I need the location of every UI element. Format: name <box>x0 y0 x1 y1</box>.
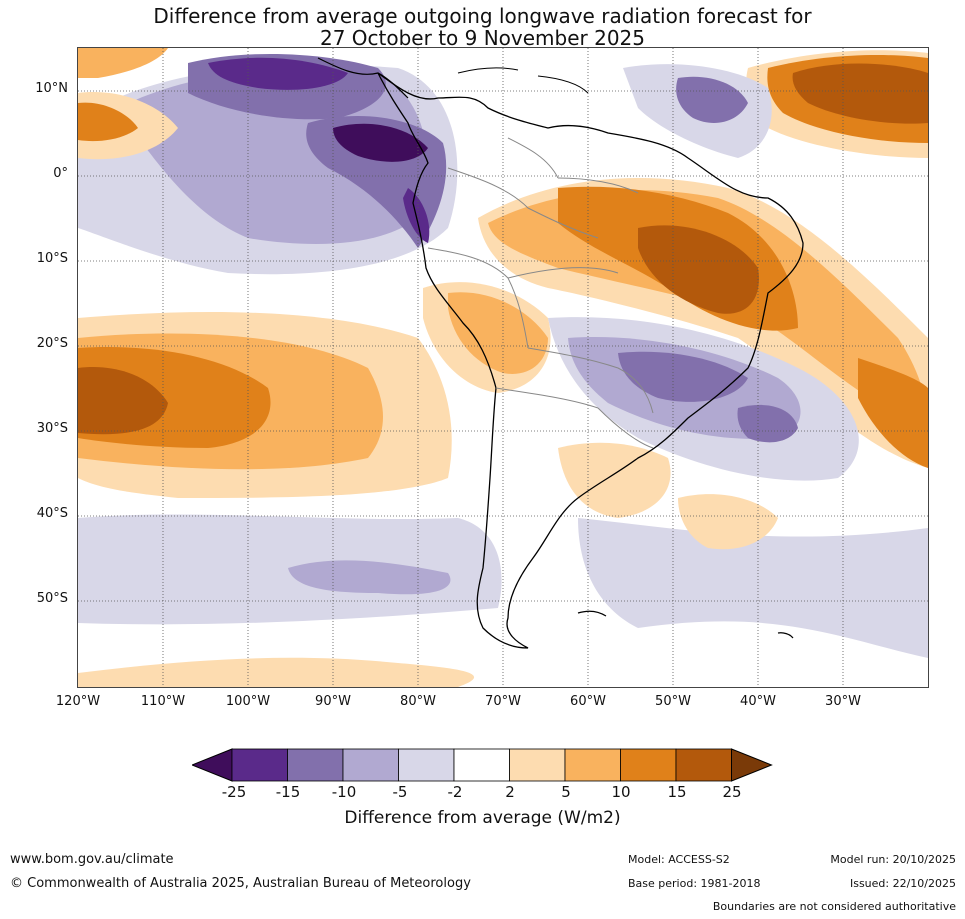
anomaly-region-atlantic-north-brown <box>792 63 928 124</box>
footer-website-link[interactable]: www.bom.gov.au/climate <box>10 852 174 867</box>
colorbar-cell <box>564 748 621 782</box>
lon-label-100w: 100°W <box>225 694 271 709</box>
colorbar-cell <box>620 748 677 782</box>
colorbar-tick: 25 <box>722 783 742 801</box>
lat-label-40s: 40°S <box>36 506 68 521</box>
lon-label-110w: 110°W <box>140 694 186 709</box>
colorbar-tick: 5 <box>561 783 571 801</box>
colorbar-label: Difference from average (W/m2) <box>344 808 621 828</box>
colorbar-cell <box>231 748 288 782</box>
lon-label-80w: 80°W <box>400 694 436 709</box>
lat-label-50s: 50°S <box>36 591 68 606</box>
footer-issued: Issued: 22/10/2025 <box>849 877 956 890</box>
colorbar-cell <box>287 748 344 782</box>
footer-model-run: Model run: 20/10/2025 <box>830 853 956 866</box>
anomaly-patch-southern-purple <box>288 560 451 595</box>
colorbar-cell <box>342 748 399 782</box>
anomaly-region-bolivia-orange <box>448 292 548 374</box>
colorbar-tick: 2 <box>505 783 515 801</box>
anomaly-patch-northwest-orange <box>78 48 168 78</box>
colorbar-tick: 15 <box>667 783 687 801</box>
lat-label-0: 0° <box>53 166 68 181</box>
footer-disclaimer: Boundaries are not considered authoritat… <box>712 900 956 913</box>
anomaly-region-south-brazil-mid-purple <box>618 351 748 402</box>
colorbar-tick: -25 <box>221 783 247 801</box>
lat-label-10n: 10°N <box>35 81 68 96</box>
lat-label-20s: 20°S <box>36 336 68 351</box>
colorbar-tick: -5 <box>392 783 408 801</box>
anomaly-region-se-atlantic-orange <box>858 358 928 468</box>
anomaly-patch-south-atlantic-mid-purple <box>737 404 798 443</box>
anomaly-region-south-pacific-brown <box>78 367 168 435</box>
lon-label-40w: 40°W <box>740 694 776 709</box>
south-america-coastline <box>377 72 804 649</box>
colorbar-tick: 10 <box>611 783 631 801</box>
anomaly-region-equatorial-dark-purple <box>333 123 428 162</box>
footer-base-period: Base period: 1981-2018 <box>628 877 761 890</box>
colorbar-tick: -15 <box>275 783 301 801</box>
chart-title-line-1: Difference from average outgoing longwav… <box>153 4 812 28</box>
lon-label-50w: 50°W <box>655 694 691 709</box>
anomaly-patch-northwest-orange-2 <box>78 102 138 142</box>
colorbar-extension-max <box>731 748 773 782</box>
anomaly-region-pacific-dark-purple <box>208 57 348 90</box>
lon-label-90w: 90°W <box>315 694 351 709</box>
lon-label-70w: 70°W <box>485 694 521 709</box>
country-borders <box>427 137 654 449</box>
colorbar-cell <box>398 748 455 782</box>
anomaly-patch-south-atlantic-pale-orange <box>678 494 778 550</box>
colorbar-cell <box>675 748 732 782</box>
anomaly-region-north-atlantic-purple <box>676 76 748 123</box>
anomaly-region-argentina-pale-orange <box>558 442 671 518</box>
south-georgia-island <box>777 632 794 639</box>
colorbar-cell <box>453 748 510 782</box>
anomaly-region-brazil-orange <box>488 190 928 428</box>
chart-title-line-2: 27 October to 9 November 2025 <box>319 26 646 50</box>
lat-label-10s: 10°S <box>36 251 68 266</box>
footer-model: Model: ACCESS-S2 <box>628 853 730 866</box>
lon-label-30w: 30°W <box>825 694 861 709</box>
anomaly-region-brazil-brown <box>638 225 759 314</box>
lon-label-60w: 60°W <box>570 694 606 709</box>
olr-anomaly-map <box>77 47 929 688</box>
colorbar-tick: -2 <box>447 783 463 801</box>
footer-copyright: © Commonwealth of Australia 2025, Austra… <box>10 876 471 891</box>
lon-label-120w: 120°W <box>55 694 101 709</box>
graticule <box>78 48 928 687</box>
lat-label-30s: 30°S <box>36 421 68 436</box>
colorbar-cell <box>509 748 566 782</box>
colorbar-tick: -10 <box>331 783 357 801</box>
colorbar <box>192 748 773 782</box>
anomaly-band-south-pale-orange <box>78 657 475 687</box>
colorbar-extension-min <box>192 748 233 782</box>
falkland-islands <box>577 610 607 617</box>
anomaly-band-southern-east-light-purple <box>578 518 928 658</box>
caribbean-islands <box>457 67 589 94</box>
central-america-coastline <box>317 57 409 99</box>
